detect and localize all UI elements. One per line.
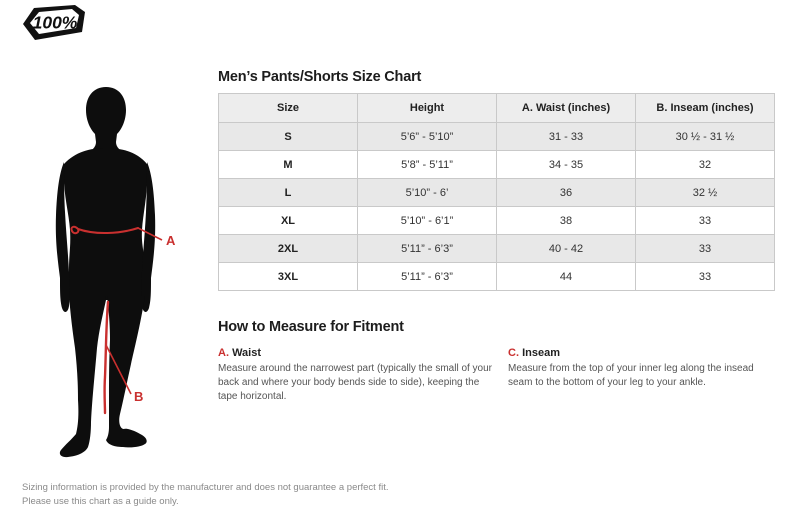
col-header-height: Height — [357, 93, 497, 123]
cell-size: M — [218, 150, 358, 179]
silhouette-right-arm — [141, 162, 156, 312]
cell-inseam: 33 — [635, 234, 775, 263]
cell-height: 5’6” - 5’10” — [357, 122, 497, 151]
table-row: 2XL 5’11” - 6’3” 40 - 42 33 — [218, 234, 775, 263]
section-heading: How to Measure for Fitment — [218, 319, 404, 335]
measure-inseam-text: Measure from the top of your inner leg a… — [508, 363, 754, 388]
measure-waist-text: Measure around the narrowest part (typic… — [218, 363, 493, 402]
measure-inseam-label: C. Inseam — [508, 347, 780, 359]
table-row: M 5’8” - 5’11” 34 - 35 32 — [218, 150, 775, 179]
disclaimer: Sizing information is provided by the ma… — [22, 481, 522, 509]
disclaimer-line-1: Sizing information is provided by the ma… — [22, 482, 389, 493]
col-header-inseam: B. Inseam (inches) — [635, 93, 775, 123]
male-silhouette-figure: A B — [55, 87, 176, 458]
cell-size: 2XL — [218, 234, 358, 263]
measure-waist-name: Waist — [232, 347, 261, 359]
page-title: Men’s Pants/Shorts Size Chart — [218, 69, 422, 85]
waist-callout-line — [137, 227, 163, 241]
silhouette-left-leg — [59, 296, 106, 458]
brand-logo: 100% — [23, 5, 85, 40]
logo-text: 100% — [33, 13, 78, 33]
cell-size: L — [218, 178, 358, 207]
table-row: 3XL 5’11” - 6’3” 44 33 — [218, 262, 775, 291]
cell-waist: 38 — [496, 206, 636, 235]
cell-inseam: 33 — [635, 262, 775, 291]
silhouette-left-arm — [55, 162, 70, 312]
cell-waist: 36 — [496, 178, 636, 207]
disclaimer-line-2: Please use this chart as a guide only. — [22, 495, 179, 507]
cell-height: 5’11” - 6’3” — [357, 262, 497, 291]
table-header-row: Size Height A. Waist (inches) B. Inseam … — [218, 93, 775, 123]
cell-height: 5’10” - 6’ — [357, 178, 497, 207]
cell-size: 3XL — [218, 262, 358, 291]
col-header-size: Size — [218, 93, 358, 123]
measure-inseam-block: C. Inseam Measure from the top of your i… — [508, 347, 780, 390]
cell-inseam: 32 — [635, 150, 775, 179]
measure-inseam-name: Inseam — [522, 347, 560, 359]
col-header-waist: A. Waist (inches) — [496, 93, 636, 123]
cell-waist: 44 — [496, 262, 636, 291]
waist-callout-label: A — [166, 233, 176, 248]
cell-height: 5’11” - 6’3” — [357, 234, 497, 263]
silhouette-head — [85, 87, 127, 154]
inseam-line — [103, 300, 110, 415]
cell-size: S — [218, 122, 358, 151]
cell-size: XL — [218, 206, 358, 235]
cell-waist: 40 - 42 — [496, 234, 636, 263]
measure-inseam-letter: C. — [508, 347, 519, 359]
table-row: L 5’10” - 6’ 36 32 ½ — [218, 178, 775, 207]
size-chart-table: Size Height A. Waist (inches) B. Inseam … — [218, 93, 775, 291]
measure-waist-block: A. Waist Measure around the narrowest pa… — [218, 347, 494, 404]
cell-inseam: 32 ½ — [635, 178, 775, 207]
logo-badge-inner — [30, 9, 79, 34]
measure-waist-letter: A. — [218, 347, 229, 359]
cell-inseam: 33 — [635, 206, 775, 235]
silhouette-torso — [63, 148, 148, 300]
table-row: S 5’6” - 5’10” 31 - 33 30 ½ - 31 ½ — [218, 122, 775, 151]
cell-waist: 31 - 33 — [496, 122, 636, 151]
waist-tape-line — [70, 225, 139, 235]
measure-waist-label: A. Waist — [218, 347, 494, 359]
cell-inseam: 30 ½ - 31 ½ — [635, 122, 775, 151]
cell-height: 5’10” - 6’1” — [357, 206, 497, 235]
cell-waist: 34 - 35 — [496, 150, 636, 179]
cell-height: 5’8” - 5’11” — [357, 150, 497, 179]
table-row: XL 5’10” - 6’1” 38 33 — [218, 206, 775, 235]
inseam-callout-line — [105, 344, 132, 395]
silhouette-right-leg — [106, 296, 147, 448]
inseam-callout-label: B — [134, 389, 143, 404]
